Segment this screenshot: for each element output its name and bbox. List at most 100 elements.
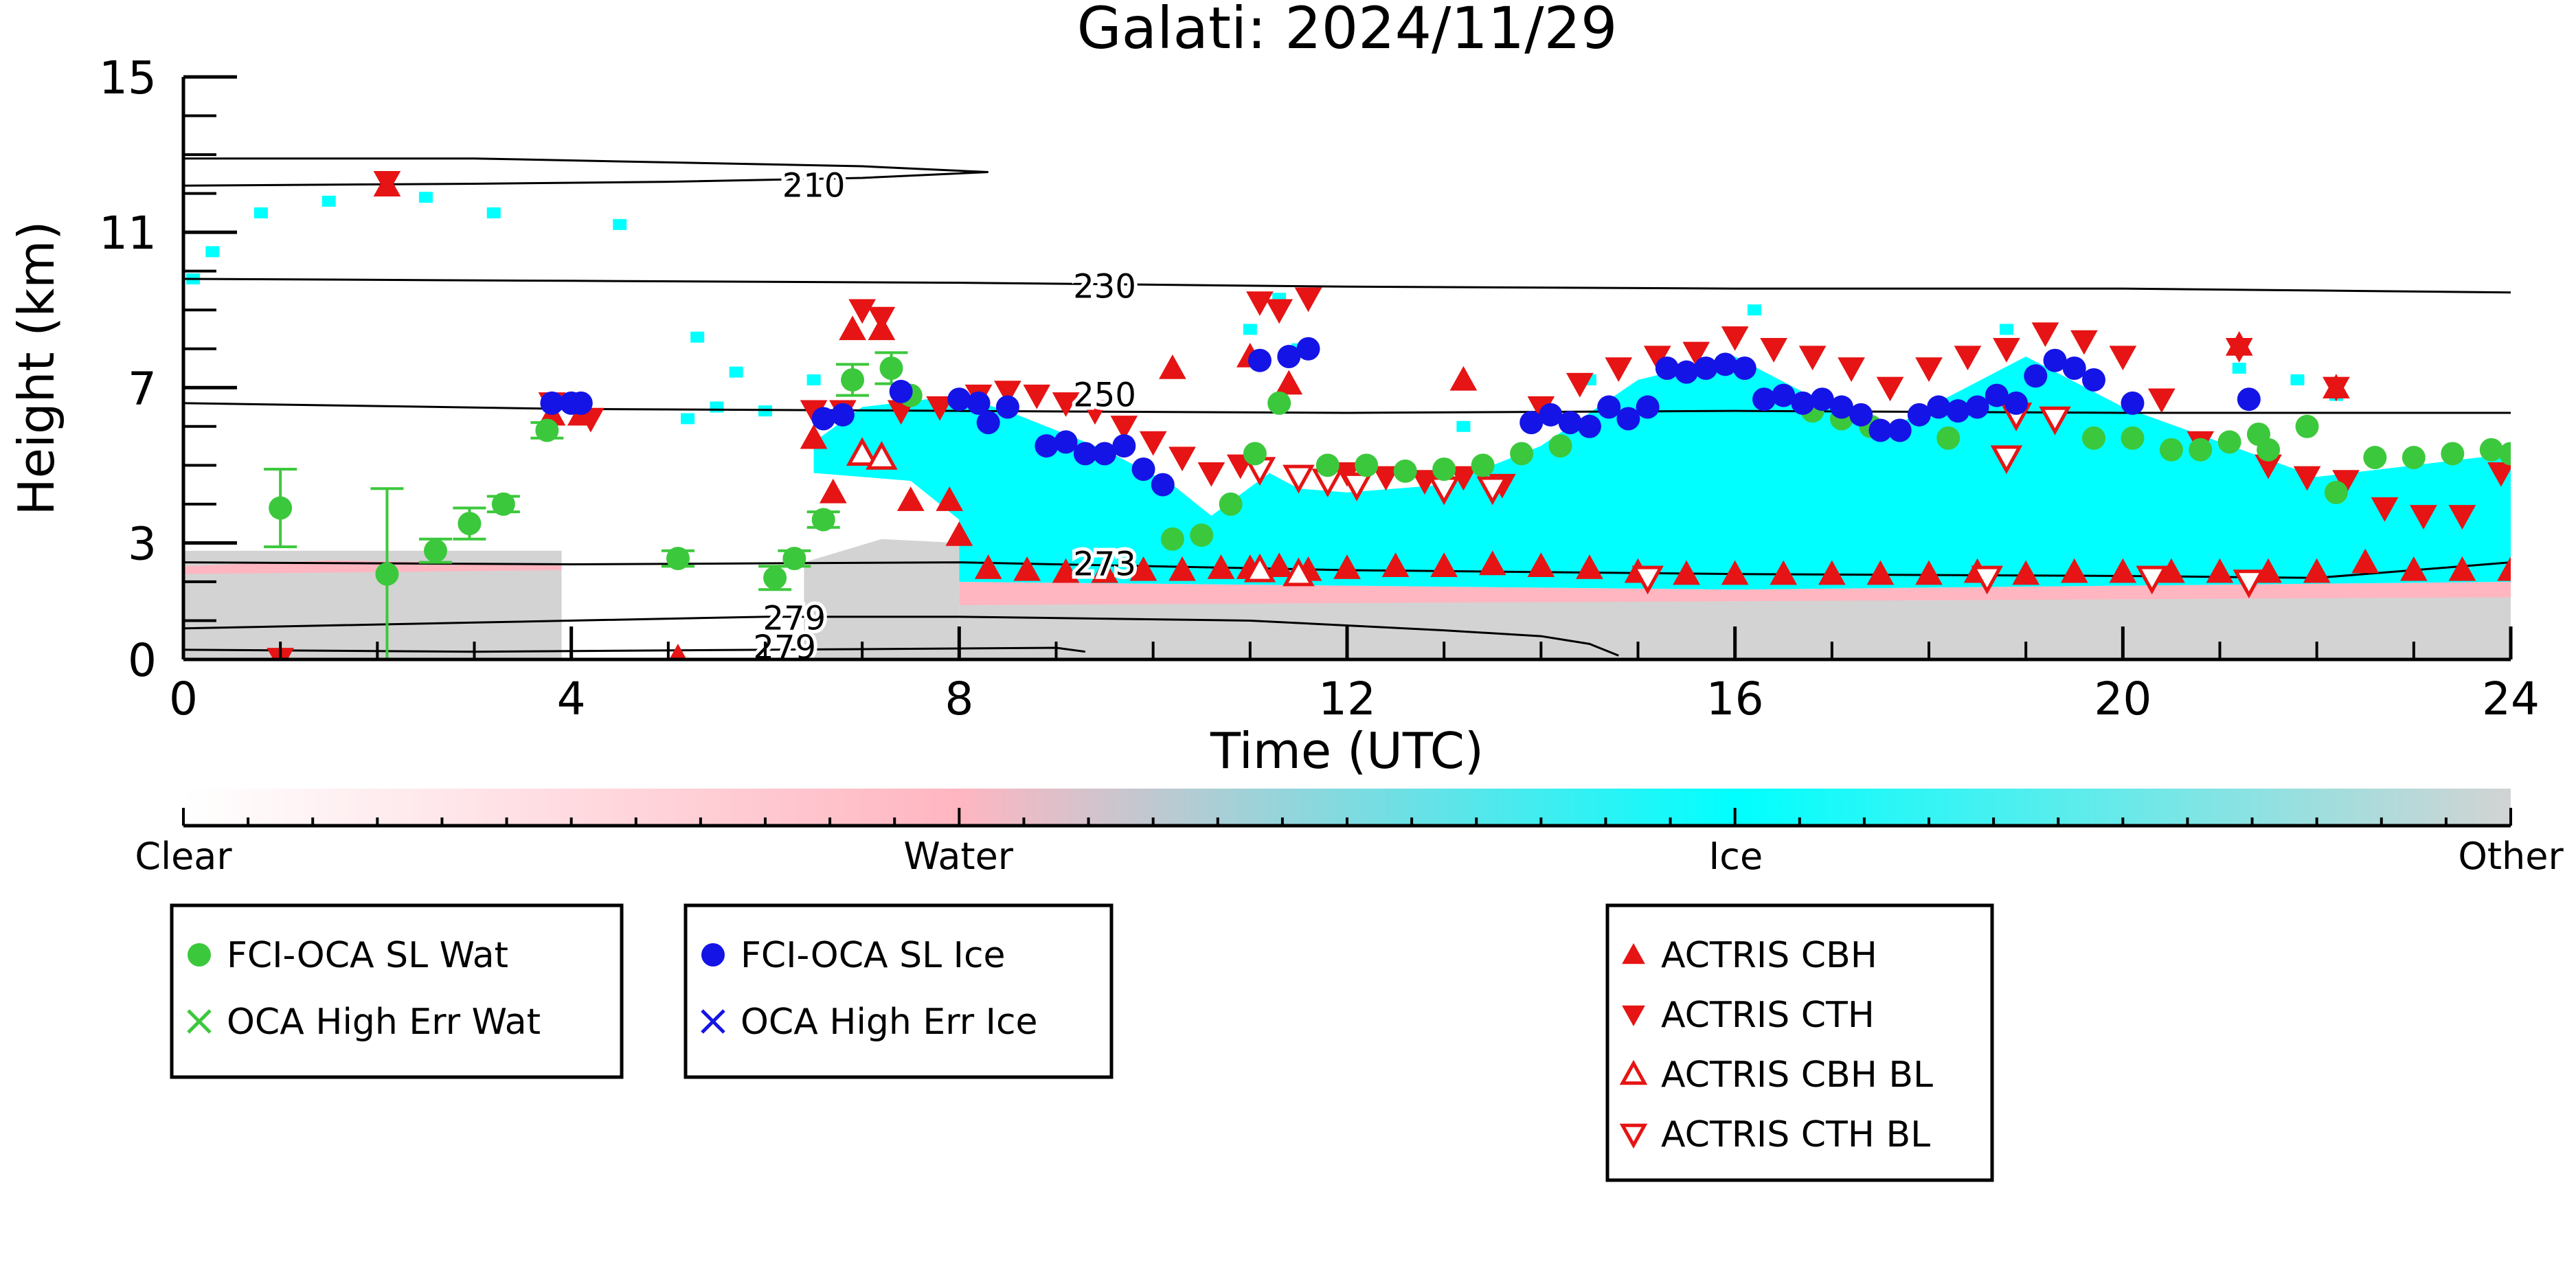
legend-marker: [1622, 942, 1645, 964]
contour-line-279a: [183, 615, 1619, 657]
data-point-fci-oca-sl-ice: [1539, 403, 1563, 427]
data-point-actris-cth: [2448, 505, 2476, 530]
data-point-actris-cth: [1721, 326, 1749, 351]
x-ticks: 0 4 8 12 16 20 24: [169, 626, 2540, 725]
data-point-actris-cbh: [1013, 556, 1041, 581]
data-point-fci-oca-sl-wat: [763, 566, 787, 590]
data-point-actris-cth: [1265, 299, 1293, 324]
data-point-actris-cbh: [1430, 552, 1458, 578]
data-point-fci-oca-sl-wat: [2441, 442, 2465, 466]
data-point-actris-cbh: [1052, 558, 1080, 583]
data-point-actris-cth: [2070, 330, 2098, 355]
x-tick-label: 8: [945, 673, 973, 725]
data-point-fci-oca-sl-wat: [1243, 442, 1267, 466]
data-point-fci-oca-sl-ice: [1577, 414, 1601, 438]
legend-marker: [1619, 1123, 1648, 1149]
data-point-fci-oca-sl-ice: [2004, 391, 2029, 415]
data-point-actris-cth: [2031, 322, 2059, 348]
ice-speck: [2290, 374, 2305, 385]
data-point-actris-cth: [1372, 466, 1400, 491]
data-point-fci-oca-sl-ice: [1519, 411, 1544, 435]
data-point-actris-cth: [1081, 400, 1109, 425]
data-point-fci-oca-sl-ice: [1772, 383, 1796, 407]
data-point-actris-cth-bl: [1631, 565, 1664, 595]
data-point-actris-cth: [1411, 470, 1438, 495]
data-point-fci-oca-sl-ice: [1558, 411, 1582, 435]
data-point-actris-cbh: [896, 486, 925, 511]
data-point-actris-cth: [2225, 338, 2253, 363]
data-point-fci-oca-sl-ice: [1093, 442, 1117, 466]
legend-marker: [701, 1009, 725, 1034]
data-point-actris-cth: [1139, 431, 1167, 456]
classification-colorbar: Clear Water Ice Other: [135, 789, 2564, 878]
colorbar-label: Water: [903, 835, 1013, 878]
data-point-actris-cth: [1168, 447, 1196, 472]
data-point-actris-cbh-bl: [1243, 553, 1276, 583]
legend-marker: [187, 1009, 212, 1034]
data-point-fci-oca-sl-wat: [1315, 453, 1340, 477]
data-point-actris-cth: [1052, 392, 1080, 417]
ice-speck: [681, 413, 695, 425]
data-point-fci-oca-sl-wat: [1190, 523, 1214, 547]
data-point-actris-cth: [1682, 341, 1710, 367]
legend-entry: ACTRIS CBH BL: [1661, 1054, 1933, 1096]
data-point-actris-cbh: [1129, 556, 1157, 581]
data-point-fci-oca-sl-ice: [1277, 345, 1301, 369]
data-point-actris-cth: [1798, 346, 1827, 371]
data-point-fci-oca-sl-ice: [976, 411, 1000, 435]
data-point-fci-oca-sl-wat: [535, 418, 559, 442]
chart-title: Galati: 2024/11/29: [1077, 0, 1618, 62]
ice-speck: [729, 366, 743, 378]
y-tick-label: 3: [128, 517, 157, 570]
legend-ice-box: FCI-OCA SL Ice OCA High Err Ice: [683, 903, 1114, 1079]
data-point-actris-cbh: [1721, 560, 1749, 585]
data-point-actris-cbh: [1381, 552, 1410, 578]
data-point-fci-oca-sl-wat: [2402, 446, 2426, 470]
data-point-actris-cth: [926, 396, 953, 421]
data-point-actris-cbh-bl: [846, 437, 879, 466]
legend-entry: OCA High Err Ice: [741, 1002, 1038, 1043]
data-point-fci-oca-sl-wat: [1936, 426, 1961, 450]
colorbar-label: Clear: [135, 835, 232, 878]
data-point-fci-oca-sl-ice: [1927, 395, 1951, 419]
colorbar-label: Ice: [1708, 835, 1763, 878]
data-point-fci-oca-sl-ice: [1694, 357, 1718, 380]
data-point-actris-cth: [1246, 291, 1274, 316]
data-point-actris-cbh: [1449, 365, 1478, 391]
data-point-fci-oca-sl-wat: [2257, 438, 2281, 462]
data-point-fci-oca-sl-ice: [2024, 364, 2048, 388]
ice-speck: [321, 195, 336, 207]
data-point-fci-oca-sl-wat: [2121, 426, 2145, 450]
classification-region-ice: [813, 357, 2511, 590]
data-point-fci-oca-sl-wat: [782, 547, 806, 571]
data-point-actris-cbh: [839, 315, 866, 341]
data-point-fci-oca-sl-wat: [491, 492, 515, 516]
data-point-actris-cbh: [2448, 556, 2476, 581]
data-point-actris-cbh: [800, 424, 828, 449]
data-point-fci-oca-sl-ice: [947, 387, 971, 411]
data-point-fci-oca-sl-wat: [1548, 434, 1572, 458]
data-point-actris-cth-bl: [1340, 472, 1373, 501]
data-point-actris-cth-bl: [1990, 445, 2023, 475]
x-tick-label: 0: [169, 673, 198, 725]
legend-marker-stroke: [701, 1009, 725, 1034]
contour-label: 250: [1073, 376, 1136, 415]
data-point-fci-oca-sl-ice: [1655, 357, 1679, 380]
data-point-actris-cth: [2323, 376, 2350, 402]
data-point-actris-cbh: [1168, 556, 1196, 581]
colorbar-label: Other: [2458, 835, 2564, 878]
data-point-fci-oca-sl-wat: [457, 512, 482, 536]
data-point-actris-cbh: [1207, 554, 1235, 579]
ice-speck: [1999, 324, 2013, 335]
x-tick-label: 12: [1318, 673, 1376, 725]
data-point-fci-oca-sl-ice: [1946, 399, 1970, 423]
data-point-fci-oca-sl-ice: [995, 395, 1019, 419]
data-point-fci-oca-sl-ice: [2237, 387, 2261, 411]
legend-entry: ACTRIS CBH: [1661, 935, 1877, 976]
x-tick-label: 20: [2094, 673, 2151, 725]
data-point-actris-cbh: [1275, 370, 1303, 395]
data-point-fci-oca-sl-wat: [1432, 457, 1456, 481]
data-point-actris-cbh: [1673, 560, 1700, 585]
data-point-fci-oca-sl-wat: [2081, 426, 2105, 450]
data-point-actris-cbh: [2060, 558, 2088, 583]
